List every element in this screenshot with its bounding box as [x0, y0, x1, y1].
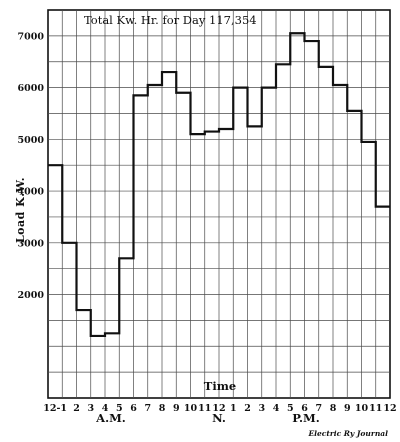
- y-tick-label: 4000: [18, 187, 45, 198]
- x-tick-label: 3: [258, 403, 265, 414]
- x-tick-label: 10: [184, 403, 198, 414]
- x-tick-label: 9: [173, 403, 180, 414]
- x-tick-label: 2: [73, 403, 80, 414]
- y-tick-label: 5000: [18, 135, 45, 146]
- chart-annotation: Total Kw. Hr. for Day 117,354: [84, 13, 257, 27]
- load-series-line: [48, 32, 390, 338]
- x-tick-label: 4: [102, 403, 109, 414]
- period-label-noon: N.: [212, 411, 226, 425]
- x-tick-label: 3: [87, 403, 94, 414]
- x-tick-label: 2: [244, 403, 251, 414]
- x-tick-label: 9: [344, 403, 351, 414]
- x-tick-labels: 12-1 2 3 4 5 6 7 8 9 10 11 12 1 2 3 4 5 6 7 8 9 10 11 12: [43, 403, 396, 414]
- x-tick-label: 5: [116, 403, 123, 414]
- x-tick-label: 5: [287, 403, 294, 414]
- x-tick-label: 8: [330, 403, 337, 414]
- y-tick-label: 2000: [18, 290, 45, 301]
- x-tick-label: 1: [230, 403, 237, 414]
- x-axis-label: Time: [204, 379, 236, 393]
- credit-text: Electric Ry Journal: [307, 429, 388, 438]
- x-tick-label: 12: [383, 403, 396, 414]
- y-tick-label: 3000: [18, 238, 45, 249]
- x-tick-label: 11: [369, 403, 382, 414]
- y-tick-label: 7000: [18, 31, 45, 42]
- x-tick-label: 7: [315, 403, 322, 414]
- x-tick-label: 6: [130, 403, 137, 414]
- x-tick-label: 8: [159, 403, 166, 414]
- x-tick-label: 12: [212, 403, 225, 414]
- period-label-pm: P.M.: [292, 411, 319, 425]
- y-axis-label: Load K.W.: [14, 177, 27, 243]
- load-step-line: [48, 32, 390, 338]
- x-tick-label: 11: [198, 403, 211, 414]
- x-tick-label: 7: [144, 403, 151, 414]
- grid: [47, 9, 391, 399]
- x-tick-label: 6: [301, 403, 308, 414]
- y-tick-label: 6000: [18, 83, 45, 94]
- y-tick-labels: 2000 3000 4000 5000 6000 7000: [18, 31, 45, 301]
- x-tick-label: 10: [355, 403, 369, 414]
- period-label-am: A.M.: [95, 411, 126, 425]
- x-tick-label: 4: [273, 403, 280, 414]
- x-tick-label: 12-1: [43, 403, 67, 414]
